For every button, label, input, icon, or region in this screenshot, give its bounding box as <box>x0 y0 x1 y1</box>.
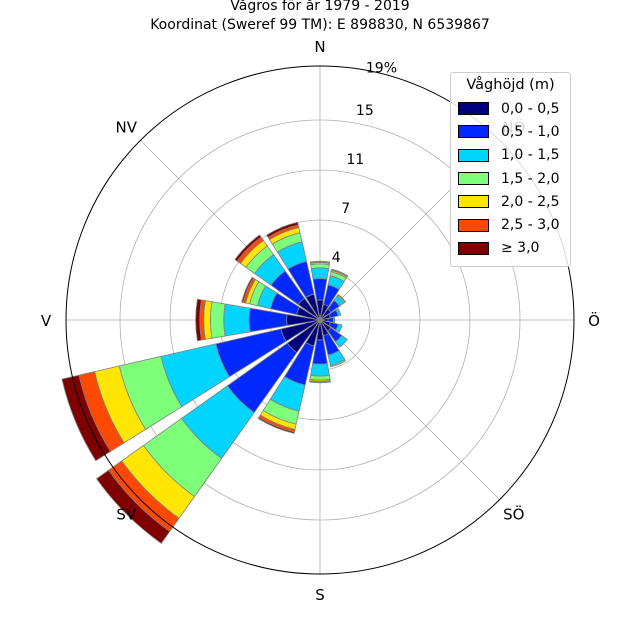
bar-segment-dir67.5-bin2 <box>335 308 342 317</box>
rose-bars <box>61 221 349 544</box>
bar-segment-dir337.5-bin6 <box>266 221 299 238</box>
radial-tick-label: 11 <box>346 152 364 168</box>
bar-segment-dir247.5-bin6 <box>61 374 112 462</box>
chart-subtitle: Koordinat (Sweref 99 TM): E 898830, N 65… <box>150 17 490 33</box>
bar-segment-dir225-bin6 <box>96 469 171 544</box>
direction-label-sö: SÖ <box>503 505 524 524</box>
bar-segment-dir270-bin2 <box>223 303 251 337</box>
legend-label: 2,5 - 3,0 <box>501 217 560 234</box>
legend-entry: 0,0 - 0,5 <box>451 97 570 120</box>
radial-tick-label: 7 <box>341 201 350 217</box>
bar-segment-dir90-bin2 <box>332 317 336 323</box>
legend-entry: 2,5 - 3,0 <box>451 213 570 236</box>
bar-segment-dir180-bin6 <box>309 380 331 384</box>
legend-swatch <box>458 195 489 209</box>
legend-swatch <box>458 172 489 186</box>
legend-entry: 2,0 - 2,5 <box>451 190 570 213</box>
bar-segment-dir135-bin2 <box>334 334 348 348</box>
legend-label: ≥ 3,0 <box>501 240 540 257</box>
direction-label-sv: SV <box>116 506 137 524</box>
grid-spoke <box>319 319 500 500</box>
legend-label: 1,5 - 2,0 <box>501 170 560 187</box>
legend-entries: 0,0 - 0,5 0,5 - 1,0 1,0 - 1,5 1,5 - 2,0 2,0 … <box>451 97 570 260</box>
direction-label-nv: NV <box>116 118 138 136</box>
direction-label-s: S <box>315 586 325 604</box>
bar-segment-dir90-bin1 <box>327 317 334 323</box>
bar-segment-dir22.5-bin6 <box>331 268 349 277</box>
direction-label-v: V <box>41 312 52 330</box>
radial-max-label: 19% <box>366 61 397 77</box>
bar-segment-dir270-bin3 <box>210 301 226 339</box>
bar-segment-dir157.5-bin3 <box>329 359 347 368</box>
legend-title: Våghöjd (m) <box>466 77 555 93</box>
bar-segment-dir0-bin6 <box>309 260 331 264</box>
legend-swatch <box>458 125 489 139</box>
legend-entry: 1,5 - 2,0 <box>451 167 570 190</box>
legend-swatch <box>458 148 489 162</box>
radial-tick-label: 4 <box>332 250 341 266</box>
legend-swatch <box>458 241 489 255</box>
bar-segment-dir202.5-bin6 <box>257 416 295 434</box>
legend-entry: 1,0 - 1,5 <box>451 144 570 167</box>
bar-segment-dir292.5-bin6 <box>241 276 254 303</box>
radial-ticks: 4 7 11 15 19% <box>332 61 397 267</box>
chart-title: Vågros för år 1979 - 2019 <box>230 0 410 14</box>
radial-tick-label: 15 <box>356 103 374 119</box>
bar-segment-dir270-bin1 <box>248 307 288 333</box>
legend-swatch <box>458 102 489 116</box>
bar-segment-dir0-bin2 <box>310 267 330 280</box>
bar-segment-dir315-bin6 <box>234 234 262 262</box>
legend-swatch <box>458 218 489 232</box>
bar-segment-dir45-bin4 <box>337 293 347 303</box>
direction-label-ö: Ö <box>588 311 600 330</box>
outer-ring <box>65 65 575 575</box>
legend-label: 2,0 - 2,5 <box>501 193 560 210</box>
bar-segment-dir270-bin6 <box>195 298 202 342</box>
legend-label: 0,0 - 0,5 <box>501 100 560 117</box>
legend-entry: ≥ 3,0 <box>451 237 570 260</box>
legend: Våghöjd (m) 0,0 - 0,5 0,5 - 1,0 1,0 - 1,5 1… <box>450 72 571 268</box>
bar-segment-dir270-bin4 <box>203 300 213 340</box>
legend-label: 1,0 - 1,5 <box>501 147 560 164</box>
bar-segment-dir112.5-bin2 <box>335 323 343 333</box>
legend-entry: 0,5 - 1,0 <box>451 120 570 143</box>
direction-label-n: N <box>314 38 325 56</box>
legend-label: 0,5 - 1,0 <box>501 123 560 140</box>
bar-segment-dir0-bin1 <box>312 278 328 301</box>
bar-segment-dir180-bin2 <box>310 363 330 377</box>
